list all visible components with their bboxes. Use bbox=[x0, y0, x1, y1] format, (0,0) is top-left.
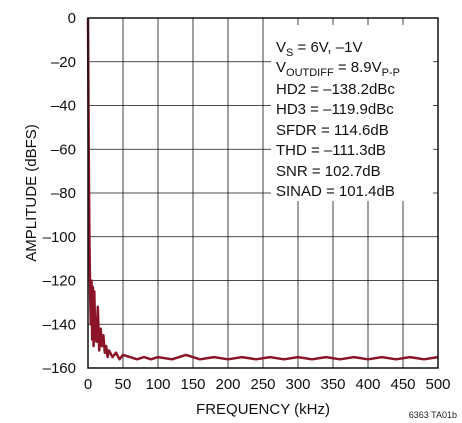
plot-frame bbox=[87, 17, 439, 369]
x-tick-labels: 0 50 100 150 200 250 300 350 400 450 500 bbox=[84, 376, 451, 393]
x-tick-label: 300 bbox=[285, 376, 310, 393]
spectrum-line bbox=[86, 17, 439, 361]
y-tick-label: –40 bbox=[51, 98, 76, 115]
x-tick-label: 150 bbox=[180, 376, 205, 393]
y-tick-label: –100 bbox=[43, 229, 76, 246]
annotation-sfdr: SFDR = 114.6dB bbox=[276, 122, 389, 139]
annotation-box bbox=[271, 25, 433, 201]
annotation-output: VOUTDIFF = 8.9VP-P bbox=[276, 59, 400, 79]
y-tick-label: 0 bbox=[68, 10, 76, 27]
y-tick-label: –60 bbox=[51, 141, 76, 158]
x-axis-title: FREQUENCY (kHz) bbox=[196, 401, 330, 418]
x-tick-label: 250 bbox=[250, 376, 275, 393]
x-tick-label: 50 bbox=[115, 376, 132, 393]
y-axis-title: AMPLITUDE (dBFS) bbox=[23, 124, 40, 262]
y-tick-label: –80 bbox=[51, 185, 76, 202]
x-tick-label: 200 bbox=[215, 376, 240, 393]
annotation-snr: SNR = 102.7dB bbox=[276, 163, 381, 180]
annotation-supply: VS = 6V, –1V bbox=[276, 39, 362, 59]
annotation-hd3: HD3 = –119.9dBc bbox=[276, 101, 394, 118]
x-tick-label: 350 bbox=[320, 376, 345, 393]
y-tick-labels: 0 –20 –40 –60 –80 –100 –120 –140 –160 bbox=[43, 10, 76, 377]
y-tick-label: –120 bbox=[43, 273, 76, 290]
x-tick-label: 100 bbox=[145, 376, 170, 393]
annotation-hd2: HD2 = –138.2dBc bbox=[276, 81, 395, 98]
spectrum-series bbox=[86, 17, 439, 361]
annotation-thd: THD = –111.3dB bbox=[276, 142, 386, 159]
annotation-sinad: SINAD = 101.4dB bbox=[276, 183, 395, 200]
x-tick-label: 400 bbox=[355, 376, 380, 393]
x-tick-label: 0 bbox=[84, 376, 92, 393]
y-tick-label: –160 bbox=[43, 360, 76, 377]
figure-id: 6363 TA01b bbox=[409, 410, 457, 420]
y-tick-label: –140 bbox=[43, 316, 76, 333]
annotation: VS = 6V, –1V VOUTDIFF = 8.9VP-P HD2 = –1… bbox=[276, 39, 400, 200]
x-tick-label: 450 bbox=[390, 376, 415, 393]
x-tick-label: 500 bbox=[425, 376, 450, 393]
y-tick-label: –20 bbox=[51, 54, 76, 71]
